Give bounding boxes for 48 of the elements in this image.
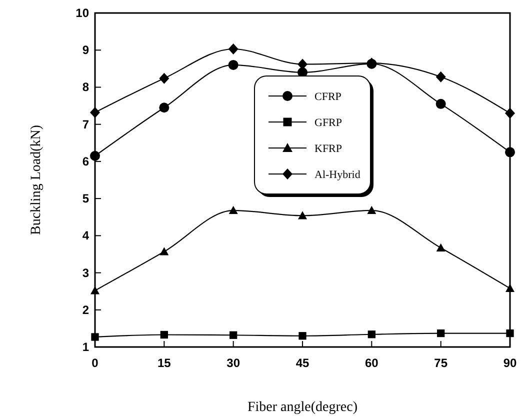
x-tick-label: 0 <box>92 356 99 370</box>
point <box>228 60 238 70</box>
point <box>159 72 170 84</box>
point <box>298 211 307 220</box>
y-axis-title: Buckling Load(kN) <box>29 124 44 236</box>
point <box>506 284 514 292</box>
point <box>506 329 514 338</box>
legend-label: GFRP <box>314 117 342 129</box>
point <box>436 98 446 109</box>
point <box>505 108 515 119</box>
point <box>90 150 100 161</box>
y-tick-label: 3 <box>82 266 90 280</box>
y-tick-label: 4 <box>82 228 90 243</box>
point <box>437 329 445 338</box>
x-tick-label: 30 <box>226 356 240 370</box>
x-axis-title: Fiber angle(degrec) <box>248 400 358 415</box>
point <box>230 331 238 339</box>
point <box>367 206 376 214</box>
y-tick-label: 9 <box>82 43 90 58</box>
point <box>159 102 170 113</box>
point <box>436 243 446 252</box>
point <box>366 58 377 69</box>
y-tick-label: 10 <box>76 6 90 20</box>
legend-label: KFRP <box>314 143 342 155</box>
x-tick-label: 60 <box>364 356 379 370</box>
y-tick-label: 2 <box>82 302 90 317</box>
legend-label: Al-Hybrid <box>314 169 361 181</box>
point <box>228 44 238 54</box>
point <box>160 247 169 256</box>
y-tick-label: 1 <box>82 340 90 354</box>
point <box>228 206 238 214</box>
y-tick-label: 6 <box>82 154 90 168</box>
x-tick-label: 45 <box>296 356 310 370</box>
x-tick-label: 90 <box>503 356 517 370</box>
x-tick-label: 75 <box>434 356 448 370</box>
point <box>505 147 515 158</box>
point <box>90 106 100 118</box>
y-tick-label: 8 <box>82 80 90 94</box>
y-tick-label: 7 <box>82 117 90 132</box>
point <box>298 332 306 340</box>
point <box>90 286 100 294</box>
x-tick-label: 15 <box>157 356 172 370</box>
point <box>368 330 376 338</box>
y-tick-label: 5 <box>82 192 90 206</box>
legend-label: CFRP <box>314 91 342 103</box>
point <box>160 330 168 339</box>
point <box>91 333 99 341</box>
point <box>436 71 446 82</box>
